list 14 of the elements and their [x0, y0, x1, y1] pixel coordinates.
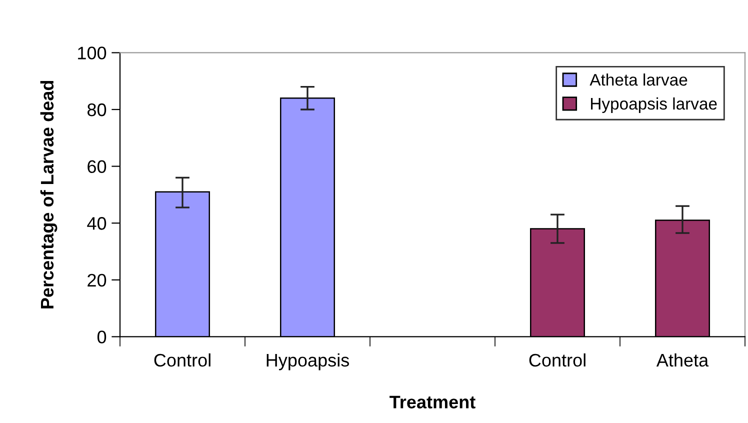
- legend-label: Hypoapsis larvae: [591, 97, 717, 113]
- x-tick-label: Atheta: [656, 353, 709, 367]
- y-tick-label: 100: [78, 46, 106, 60]
- y-tick-label: 40: [87, 217, 106, 230]
- y-tick-label: 20: [88, 274, 106, 287]
- x-tick-label: Control: [529, 353, 586, 367]
- y-tick-label: 0: [97, 330, 106, 344]
- y-tick-label: 60: [88, 160, 106, 174]
- x-tick-label: Hypoapsis: [266, 353, 349, 370]
- x-axis-title: Treatment: [390, 396, 476, 408]
- legend-label: Atheta larvae: [590, 73, 688, 86]
- x-tick-label: Control: [154, 353, 210, 367]
- y-axis-title: Percentage of Larvae dead: [40, 80, 58, 308]
- y-tick-label: 80: [88, 103, 106, 116]
